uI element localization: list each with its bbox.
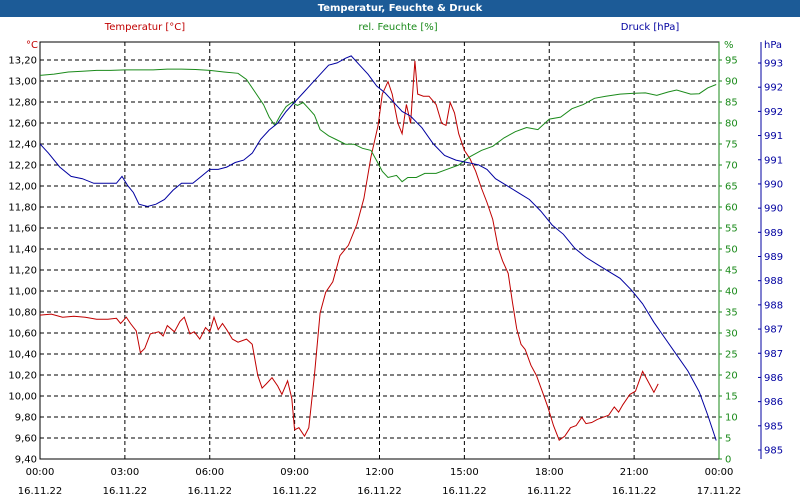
pressure-tick-label: 988 — [764, 300, 783, 311]
humidity-tick-label: 50 — [725, 245, 738, 256]
temperature-tick-label: 9,80 — [15, 413, 37, 424]
humidity-tick-label: 0 — [725, 455, 731, 466]
temperature-tick-label: 13,20 — [8, 56, 37, 67]
temperature-axis-label: Temperatur [°C] — [104, 22, 185, 33]
pressure-tick-label: 985 — [764, 446, 783, 457]
temperature-tick-label: 10,60 — [8, 329, 37, 340]
humidity-tick-label: 95 — [725, 56, 738, 67]
humidity-tick-label: 60 — [725, 203, 738, 214]
humidity-tick-label: 65 — [725, 182, 738, 193]
pressure-tick-label: 992 — [764, 107, 783, 118]
x-tick-date: 16.11.22 — [442, 486, 487, 497]
x-tick-date: 16.11.22 — [612, 486, 657, 497]
pressure-tick-label: 990 — [764, 204, 783, 215]
humidity-tick-label: 15 — [725, 392, 738, 403]
humidity-axis-label: rel. Feuchte [%] — [358, 22, 437, 33]
temperature-tick-label: 10,00 — [8, 392, 37, 403]
pressure-tick-label: 991 — [764, 155, 783, 166]
temperature-tick-label: 12,40 — [8, 140, 37, 151]
pressure-tick-label: 987 — [764, 349, 783, 360]
humidity-tick-label: 70 — [725, 161, 738, 172]
x-tick-time: 21:00 — [620, 467, 649, 478]
humidity-tick-label: 20 — [725, 371, 738, 382]
temperature-tick-label: 10,80 — [8, 308, 37, 319]
pressure-tick-label: 993 — [764, 59, 783, 70]
pressure-tick-label: 986 — [764, 397, 783, 408]
temperature-tick-label: 11,00 — [8, 287, 37, 298]
humidity-tick-label: 30 — [725, 329, 738, 340]
grid — [40, 42, 719, 459]
x-tick-time: 03:00 — [110, 467, 139, 478]
x-tick-time: 06:00 — [195, 467, 224, 478]
x-tick-date: 16.11.22 — [527, 486, 572, 497]
humidity-tick-label: 55 — [725, 224, 738, 235]
humidity-tick-label: 10 — [725, 413, 738, 424]
temperature-tick-label: 12,60 — [8, 119, 37, 130]
temperature-tick-label: 12,00 — [8, 182, 37, 193]
temperature-tick-label: 12,20 — [8, 161, 37, 172]
temperature-tick-label: 13,00 — [8, 77, 37, 88]
pressure-tick-label: 989 — [764, 228, 783, 239]
series-lines — [39, 55, 717, 441]
x-tick-date: 16.11.22 — [357, 486, 402, 497]
x-tick-date: 16.11.22 — [272, 486, 317, 497]
temperature-tick-label: 11,80 — [8, 203, 37, 214]
x-tick-time: 12:00 — [365, 467, 394, 478]
temperature-tick-label: 9,60 — [15, 434, 37, 445]
x-tick-time: 00:00 — [26, 467, 55, 478]
pressure-tick-label: 985 — [764, 421, 783, 432]
humidity-series-line — [39, 68, 717, 183]
humidity-tick-label: 45 — [725, 266, 738, 277]
temperature-tick-label: 10,40 — [8, 350, 37, 361]
pressure-series-line — [39, 55, 717, 441]
pressure-tick-label: 992 — [764, 83, 783, 94]
temperature-tick-label: 11,20 — [8, 266, 37, 277]
temperature-unit: °C — [26, 40, 38, 51]
temperature-tick-label: 11,40 — [8, 245, 37, 256]
temperature-tick-label: 10,20 — [8, 371, 37, 382]
humidity-tick-label: 85 — [725, 98, 738, 109]
pressure-unit: hPa — [764, 40, 782, 51]
x-tick-time: 15:00 — [450, 467, 479, 478]
temperature-tick-label: 11,60 — [8, 224, 37, 235]
humidity-tick-label: 40 — [725, 287, 738, 298]
pressure-axis-label: Druck [hPa] — [621, 22, 680, 33]
pressure-tick-label: 990 — [764, 179, 783, 190]
humidity-tick-label: 5 — [725, 434, 731, 445]
x-tick-date: 16.11.22 — [18, 486, 63, 497]
line-chart: 13,20 13,00 12,80 12,60 12,40 12,20 12,00 11,80… — [8, 22, 783, 498]
pressure-tick-label: 989 — [764, 252, 783, 263]
humidity-tick-label: 35 — [725, 308, 738, 319]
humidity-tick-label: 75 — [725, 140, 738, 151]
chart-title: Temperatur, Feuchte & Druck — [0, 0, 800, 17]
x-tick-time: 00:00 — [705, 467, 734, 478]
humidity-tick-label: 80 — [725, 119, 738, 130]
x-tick-date: 17.11.22 — [697, 486, 742, 497]
humidity-unit: % — [724, 40, 734, 51]
temperature-tick-label: 9,40 — [15, 455, 37, 466]
x-tick-time: 09:00 — [280, 467, 309, 478]
temperature-tick-label: 12,80 — [8, 98, 37, 109]
temperature-series-line — [39, 60, 659, 441]
humidity-tick-label: 25 — [725, 350, 738, 361]
x-tick-date: 16.11.22 — [187, 486, 232, 497]
pressure-tick-label: 988 — [764, 276, 783, 287]
x-tick-date: 16.11.22 — [103, 486, 148, 497]
humidity-tick-label: 90 — [725, 77, 738, 88]
pressure-tick-label: 986 — [764, 373, 783, 384]
pressure-tick-label: 987 — [764, 325, 783, 336]
tick-labels: 13,20 13,00 12,80 12,60 12,40 12,20 12,00 11,80… — [8, 56, 783, 498]
x-tick-time: 18:00 — [535, 467, 564, 478]
pressure-tick-label: 991 — [764, 131, 783, 142]
